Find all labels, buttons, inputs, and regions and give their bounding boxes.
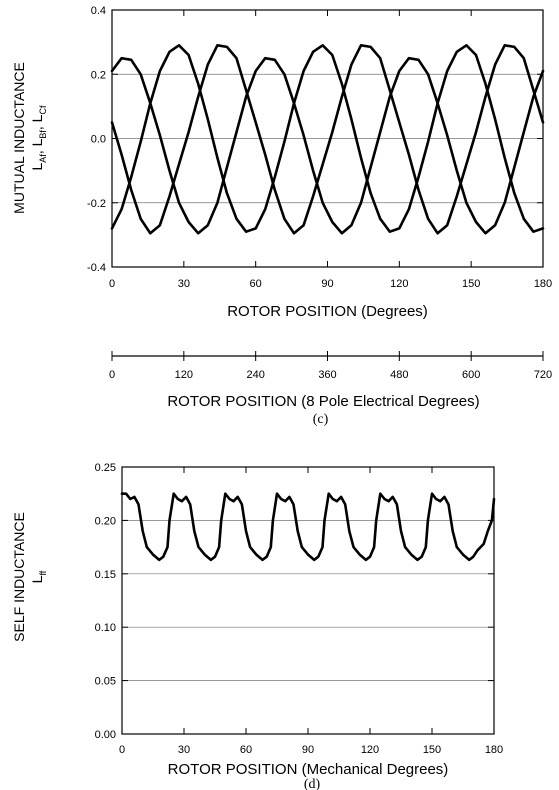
y-axis-label: SELF INDUCTANCE Lff <box>11 512 48 642</box>
y-tick-label: 0.25 <box>95 462 116 474</box>
x-tick-label: 60 <box>250 278 262 290</box>
x2-tick-label: 360 <box>318 369 336 381</box>
x-tick-label: 60 <box>240 744 252 756</box>
x2-tick-label: 240 <box>246 369 264 381</box>
series-line-1 <box>120 492 496 562</box>
x2-tick-label: 720 <box>534 369 552 381</box>
y-var-main: L <box>29 575 45 583</box>
x2-tick-label: 480 <box>390 369 408 381</box>
y-tick-label: 0.2 <box>91 69 106 81</box>
y-var-sub: Af <box>38 154 48 163</box>
y-tick-label: 0.00 <box>95 729 116 741</box>
x-tick-label: 120 <box>361 744 379 756</box>
y-tick-label: 0.4 <box>91 5 106 17</box>
y-var-separator: , <box>29 122 45 130</box>
x2-tick-label: 0 <box>109 369 115 381</box>
x2-tick-label: 600 <box>462 369 480 381</box>
series-line-3 <box>110 44 545 233</box>
y-var-main: L <box>29 114 45 122</box>
y-var-main: L <box>29 162 45 170</box>
series-line-1 <box>110 44 545 235</box>
y-tick-label: 0.20 <box>95 515 116 527</box>
x-tick-label: 0 <box>109 278 115 290</box>
y-axis-title: SELF INDUCTANCE <box>11 512 27 642</box>
y-var-sub: ff <box>38 570 48 575</box>
y-tick-label: 0.10 <box>95 622 116 634</box>
x-axis-title: ROTOR POSITION (Mechanical Degrees) <box>168 761 449 778</box>
y-tick-label: 0.15 <box>95 569 116 581</box>
y-axis-variables: Lff <box>29 570 48 583</box>
series-line-2 <box>110 56 545 235</box>
x-tick-label: 180 <box>534 278 552 290</box>
y-tick-label: 0.0 <box>91 134 106 146</box>
x-tick-label: 150 <box>462 278 480 290</box>
figure-caption: (d) <box>304 777 321 790</box>
x-tick-label: 180 <box>485 744 503 756</box>
y-axis-title: MUTUAL INDUCTANCE <box>11 62 27 214</box>
y-tick-label: 0.05 <box>95 676 116 688</box>
x-tick-label: 150 <box>423 744 441 756</box>
y-axis-label: MUTUAL INDUCTANCE LAf, LBf, LCf <box>11 62 48 214</box>
x2-axis-title: ROTOR POSITION (8 Pole Electrical Degree… <box>167 393 479 410</box>
y-var-main: L <box>29 138 45 146</box>
plot-frame <box>121 466 495 735</box>
x2-tick-label: 120 <box>175 369 193 381</box>
x-tick-label: 30 <box>178 278 190 290</box>
x-axis-title: ROTOR POSITION (Degrees) <box>227 303 428 320</box>
x-tick-label: 90 <box>321 278 333 290</box>
y-axis-variables: LAf, LBf, LCf <box>29 105 48 170</box>
chart-self-inductance: 0.25 0.20 0.15 0.10 0.05 0.000 30 60 90 120 150 180… <box>11 462 503 790</box>
y-tick-label: -0.2 <box>87 198 106 210</box>
y-var-separator: , <box>29 146 45 154</box>
x-tick-label: 90 <box>302 744 314 756</box>
y-var-sub: Cf <box>38 105 48 114</box>
y-tick-label: -0.4 <box>87 262 106 274</box>
figure-caption: (c) <box>313 412 329 427</box>
x-tick-label: 120 <box>390 278 408 290</box>
x-tick-label: 0 <box>119 744 125 756</box>
y-var-sub: Bf <box>38 130 48 139</box>
x-tick-label: 30 <box>178 744 190 756</box>
